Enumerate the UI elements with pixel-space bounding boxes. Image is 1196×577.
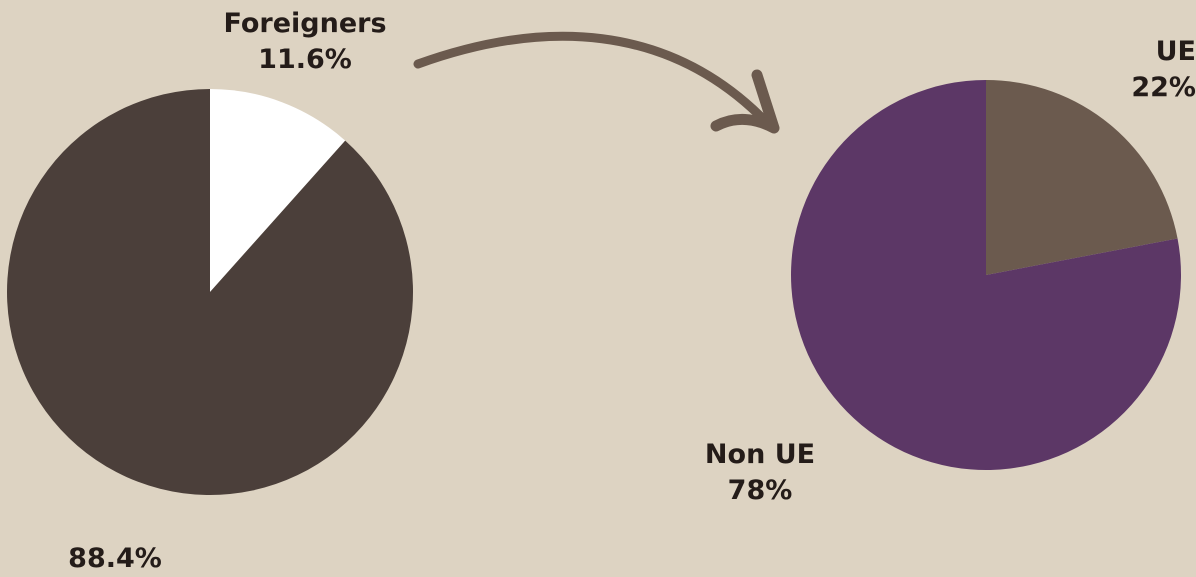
slice-label-foreigners: Foreigners 11.6%: [205, 6, 405, 78]
slice-label-residents-value: 88.4%: [68, 543, 162, 574]
slice-label-non-ue-value: 78%: [727, 475, 793, 506]
pie-slice-non-ue: [791, 80, 1182, 471]
slice-label-foreigners-name: Foreigners: [223, 8, 387, 39]
curved-arrow-icon: [413, 31, 780, 134]
slice-label-ue-name: UE: [1155, 36, 1196, 67]
slice-label-non-ue: Non UE 78%: [690, 437, 830, 509]
slice-label-non-ue-name: Non UE: [704, 439, 816, 470]
pie-chart-population: [7, 89, 414, 495]
slice-label-ue-value: 22%: [1131, 72, 1196, 103]
pie-chart-foreigners-origin: [791, 80, 1182, 471]
slice-label-foreigners-value: 11.6%: [258, 44, 352, 75]
pie-slice-foreigners: [210, 89, 346, 292]
pie-slice-ue: [986, 80, 1178, 275]
pie-slice-residents: [7, 89, 414, 495]
slice-label-ue: UE 22%: [1096, 34, 1196, 106]
slice-label-residents: 88.4%: [40, 541, 190, 577]
